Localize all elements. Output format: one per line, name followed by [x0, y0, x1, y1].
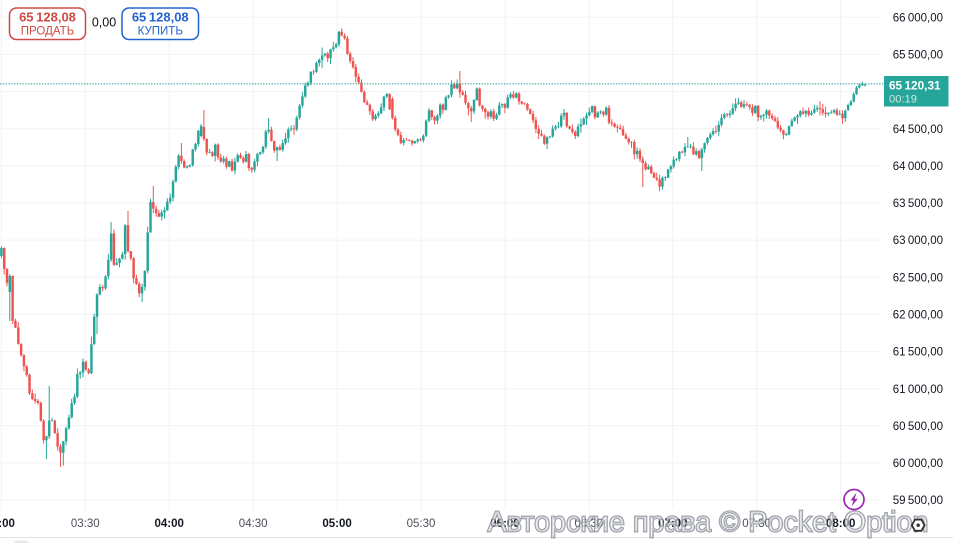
- svg-text:65 500,00: 65 500,00: [893, 50, 943, 62]
- svg-text:03:00: 03:00: [0, 518, 15, 530]
- svg-text:63 000,00: 63 000,00: [893, 235, 943, 247]
- svg-text:04:30: 04:30: [239, 518, 268, 530]
- svg-text:59 500,00: 59 500,00: [893, 495, 943, 507]
- svg-text:00:19: 00:19: [889, 94, 917, 106]
- svg-text:62 500,00: 62 500,00: [893, 272, 943, 284]
- svg-text:64 000,00: 64 000,00: [893, 161, 943, 173]
- svg-text:65 128,08: 65 128,08: [19, 10, 76, 25]
- svg-text:05:30: 05:30: [407, 518, 436, 530]
- svg-text:62 000,00: 62 000,00: [893, 310, 943, 322]
- svg-text:08:00: 08:00: [826, 518, 855, 530]
- svg-text:66 000,00: 66 000,00: [893, 12, 943, 24]
- svg-text:0,00: 0,00: [92, 16, 116, 30]
- svg-text:ПРОДАТЬ: ПРОДАТЬ: [21, 26, 75, 38]
- svg-text:61 000,00: 61 000,00: [893, 384, 943, 396]
- svg-text:03:30: 03:30: [71, 518, 100, 530]
- svg-text:04:00: 04:00: [154, 518, 183, 530]
- svg-text:05:00: 05:00: [322, 518, 351, 530]
- svg-text:60 000,00: 60 000,00: [893, 458, 943, 470]
- svg-text:06:30: 06:30: [575, 518, 604, 530]
- svg-text:60 500,00: 60 500,00: [893, 421, 943, 433]
- svg-text:65 120,31: 65 120,31: [889, 79, 941, 93]
- svg-text:64 500,00: 64 500,00: [893, 124, 943, 136]
- svg-text:07:30: 07:30: [742, 518, 771, 530]
- svg-text:65 128,08: 65 128,08: [132, 10, 189, 25]
- svg-text:63 500,00: 63 500,00: [893, 198, 943, 210]
- svg-text:КУПИТЬ: КУПИТЬ: [138, 26, 183, 38]
- svg-text:61 500,00: 61 500,00: [893, 347, 943, 359]
- svg-text:07:00: 07:00: [658, 518, 687, 530]
- svg-text:06:00: 06:00: [490, 518, 519, 530]
- svg-text:Авторские права © Pocket Optio: Авторские права © Pocket Option: [488, 507, 929, 539]
